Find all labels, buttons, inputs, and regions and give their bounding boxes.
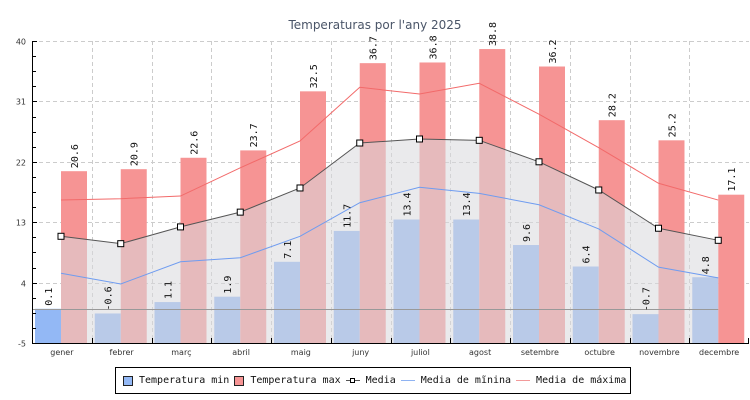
media-marker xyxy=(296,184,304,192)
media-area-fill xyxy=(61,138,719,343)
x-tick-label: gener xyxy=(50,348,74,357)
data-label: 11.7 xyxy=(343,204,354,228)
data-label: 36.7 xyxy=(369,36,380,60)
x-tick-label: juliol xyxy=(410,348,430,357)
data-label: 7.1 xyxy=(283,241,294,259)
line-media xyxy=(60,138,719,245)
square-marker-icon xyxy=(349,378,355,383)
x-tick-label: novembre xyxy=(639,348,680,357)
data-label: 20.6 xyxy=(70,144,81,168)
y-tick-label: 22 xyxy=(16,159,26,168)
chart-title: Temperaturas por l'any 2025 xyxy=(287,18,461,32)
media-marker xyxy=(655,224,662,232)
data-label: 23.7 xyxy=(249,123,260,147)
media-marker xyxy=(57,232,65,240)
y-tick-label: 40 xyxy=(16,38,26,47)
x-tick-label: març xyxy=(171,348,191,357)
y-tick-label: 4 xyxy=(21,280,26,289)
data-label: 4.8 xyxy=(701,256,712,274)
legend-label: Temperatura min xyxy=(139,375,230,386)
media-marker xyxy=(416,135,423,143)
x-tick-label: octubre xyxy=(584,348,615,357)
x-tick-label: agost xyxy=(469,348,491,357)
data-label: 13.4 xyxy=(462,192,473,216)
x-tick-label: juny xyxy=(351,348,369,357)
data-label: 1.9 xyxy=(223,276,234,294)
legend-item-temperatura-max[interactable]: Temperatura max xyxy=(234,375,341,386)
data-label: 36.2 xyxy=(548,39,559,63)
data-label: 0.1 xyxy=(44,288,55,306)
x-tick-label: decembre xyxy=(699,348,739,357)
legend-line-media-minima xyxy=(400,380,415,381)
data-label: 6.4 xyxy=(582,245,593,263)
data-label: 13.4 xyxy=(403,192,414,216)
bar-temperatura-min xyxy=(35,308,61,343)
media-marker xyxy=(356,139,364,147)
legend-item-media-minima[interactable]: Media de mĩnina xyxy=(400,375,512,386)
legend-item-media-maxima[interactable]: Media de máxima xyxy=(516,375,626,386)
data-label: 20.9 xyxy=(130,142,141,166)
legend-line-media-maxima xyxy=(516,380,531,381)
data-label: 25.2 xyxy=(668,113,679,137)
line-media-de-m-nina xyxy=(60,186,719,285)
media-marker xyxy=(535,158,543,166)
y-tick-label: 31 xyxy=(16,98,26,107)
legend-item-temperatura-min[interactable]: Temperatura min xyxy=(123,375,229,386)
legend-label: Temperatura max xyxy=(250,375,341,386)
media-marker xyxy=(714,236,722,244)
legend-label: Media de mĩnina xyxy=(420,375,512,386)
axes: 40 31 22 13 4 -5 gener febrer març abril maig juny j… xyxy=(16,38,749,357)
lines xyxy=(32,82,722,310)
data-label: 28.2 xyxy=(608,93,619,117)
x-tick-label: febrer xyxy=(110,348,135,357)
x-tick-label: abril xyxy=(232,348,250,357)
legend-label: Media de máxima xyxy=(536,375,627,386)
media-marker xyxy=(117,240,125,248)
legend-line-media xyxy=(345,378,360,383)
legend-label: Media xyxy=(365,375,396,386)
media-marker xyxy=(595,186,603,194)
y-tick-label: -5 xyxy=(18,340,26,349)
media-marker xyxy=(177,223,184,231)
legend: Temperatura min Temperatura max Media Me… xyxy=(115,367,631,394)
legend-swatch-min xyxy=(123,375,133,386)
data-label: -0.7 xyxy=(642,287,653,311)
media-area xyxy=(61,138,719,343)
data-label: 36.8 xyxy=(429,35,440,59)
bar-temperatura-max xyxy=(718,194,745,343)
media-marker xyxy=(236,208,244,216)
y-tick-label: 13 xyxy=(16,219,26,228)
data-label: 38.8 xyxy=(488,22,499,46)
data-label: -0.6 xyxy=(104,286,115,310)
data-label: 17.1 xyxy=(727,168,738,192)
data-labels: 0.1 20.6 -0.6 20.9 1.1 22.6 1.9 23.7 7.1 32.5 11.7… xyxy=(44,22,738,311)
legend-swatch-max xyxy=(234,375,245,386)
legend-item-media[interactable]: Media xyxy=(345,375,396,386)
data-label: 32.5 xyxy=(309,64,320,88)
data-label: 9.6 xyxy=(522,224,533,242)
x-tick-label: setembre xyxy=(521,348,559,357)
data-label: 22.6 xyxy=(190,131,201,155)
media-marker xyxy=(475,136,483,144)
data-label: 1.1 xyxy=(164,281,175,299)
x-tick-label: maig xyxy=(291,348,311,357)
line-media-de-m-xima xyxy=(60,82,719,201)
